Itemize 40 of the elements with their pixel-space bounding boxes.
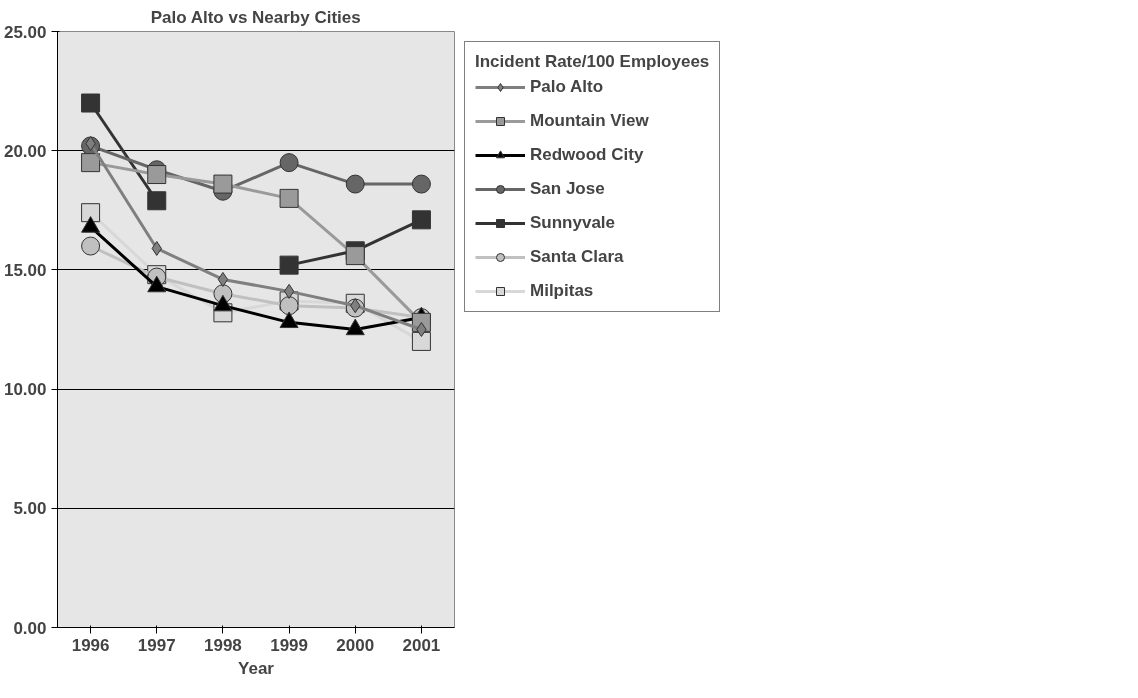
point <box>147 165 167 185</box>
x-tick-label: 1999 <box>270 635 308 655</box>
legend-title: Incident Rate/100 Employees <box>475 52 710 72</box>
point <box>81 236 101 256</box>
point <box>147 191 167 211</box>
y-tick-label: 20.00 <box>3 141 47 161</box>
point <box>279 296 299 316</box>
legend-label: Sunnyvale <box>530 213 616 233</box>
point <box>213 174 233 194</box>
y-tick-label: 25.00 <box>3 22 47 42</box>
point <box>81 203 101 223</box>
x-tick-label: 2000 <box>336 635 375 655</box>
x-tick-label: 2001 <box>402 635 441 655</box>
legend-label: Mountain View <box>530 111 649 131</box>
y-tick-label: 0.00 <box>13 618 47 638</box>
point <box>345 174 365 194</box>
y-tick-label: 5.00 <box>13 499 47 519</box>
y-tick-label: 10.00 <box>3 380 47 400</box>
x-tick-label: 1997 <box>137 635 176 655</box>
point <box>411 174 431 194</box>
point <box>81 153 101 173</box>
legend-label: Milpitas <box>530 281 594 301</box>
point <box>283 283 295 299</box>
point <box>411 331 431 351</box>
point <box>217 271 229 287</box>
x-axis-title: Year <box>238 658 275 678</box>
point <box>279 153 299 173</box>
point <box>345 246 365 266</box>
x-tick-label: 1996 <box>71 635 110 655</box>
y-tick-label: 15.00 <box>3 260 47 280</box>
legend-label: Santa Clara <box>530 247 624 267</box>
chart-title: Palo Alto vs Nearby Cities <box>150 7 361 27</box>
legend-label: Redwood City <box>530 145 644 165</box>
point <box>81 93 101 113</box>
point <box>279 255 299 275</box>
point <box>411 210 431 230</box>
legend-label: Palo Alto <box>530 77 604 97</box>
point <box>279 188 299 208</box>
legend-label: San Jose <box>530 179 605 199</box>
x-tick-label: 1998 <box>204 635 242 655</box>
